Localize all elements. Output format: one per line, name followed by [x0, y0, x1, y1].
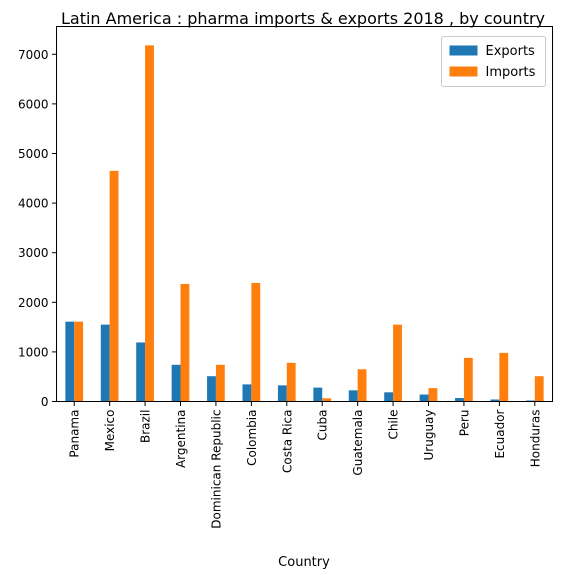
- bar-exports-cuba: [313, 387, 323, 402]
- legend-swatch-imports: [449, 66, 478, 77]
- bar-imports-brazil: [145, 45, 154, 402]
- x-tick-label: Chile: [387, 410, 401, 440]
- bar-imports-uruguay: [428, 388, 438, 402]
- bar-exports-guatemala: [348, 390, 358, 402]
- x-tick-label: Panama: [68, 410, 82, 458]
- x-tick-label: Peru: [457, 410, 471, 437]
- x-tick-label: Honduras: [528, 410, 542, 468]
- legend-swatch-exports: [449, 45, 478, 56]
- x-tick-label: Costa Rica: [280, 410, 294, 473]
- bar-exports-uruguay: [419, 394, 429, 402]
- y-tick-label: 3000: [18, 246, 49, 260]
- y-tick-label: 0: [41, 395, 49, 409]
- y-tick-label: 5000: [18, 147, 49, 161]
- legend: Exports Imports: [441, 36, 546, 87]
- bar-imports-guatemala: [357, 369, 367, 402]
- y-tick-label: 4000: [18, 197, 49, 211]
- legend-label-imports: Imports: [486, 65, 536, 80]
- chart-title: Latin America : pharma imports & exports…: [61, 9, 545, 28]
- bar-imports-panama: [74, 321, 84, 402]
- x-tick-label: Cuba: [316, 410, 330, 441]
- bar-exports-ecuador: [490, 399, 500, 402]
- x-tick-label: Uruguay: [422, 410, 436, 461]
- bar-imports-costa-rica: [286, 362, 296, 402]
- x-tick-label: Argentina: [174, 410, 188, 469]
- bar-exports-chile: [384, 392, 394, 402]
- y-tick-label: 2000: [18, 296, 49, 310]
- bar-imports-honduras: [534, 376, 544, 402]
- x-tick-label: Ecuador: [493, 409, 507, 458]
- bar-imports-cuba: [322, 398, 332, 402]
- bar-imports-colombia: [251, 282, 261, 402]
- legend-label-exports: Exports: [486, 44, 536, 59]
- y-tick-label: 1000: [18, 345, 49, 359]
- bar-exports-argentina: [171, 364, 181, 402]
- bar-imports-peru: [463, 357, 473, 402]
- bar-imports-argentina: [180, 283, 190, 402]
- y-tick-label: 7000: [18, 48, 49, 62]
- bar-imports-mexico: [109, 170, 119, 402]
- x-tick-label: Dominican Republic: [209, 410, 223, 529]
- x-tick-label: Guatemala: [351, 410, 365, 476]
- bar-exports-dominican-republic: [207, 376, 216, 402]
- bar-exports-costa-rica: [277, 385, 287, 402]
- plot-area-frame: [56, 26, 553, 402]
- x-tick-label: Colombia: [245, 410, 259, 466]
- bar-imports-dominican-republic: [215, 364, 225, 402]
- y-tick-label: 6000: [18, 97, 49, 111]
- bar-exports-peru: [455, 398, 464, 402]
- bar-exports-panama: [65, 321, 75, 402]
- bar-exports-brazil: [136, 342, 146, 402]
- bar-exports-mexico: [100, 324, 110, 402]
- x-tick-label: Brazil: [139, 410, 153, 444]
- bar-exports-colombia: [242, 384, 252, 402]
- bar-imports-ecuador: [499, 352, 509, 402]
- x-axis-label: Country: [278, 555, 330, 570]
- bar-imports-chile: [393, 324, 402, 402]
- x-tick-label: Mexico: [103, 410, 117, 452]
